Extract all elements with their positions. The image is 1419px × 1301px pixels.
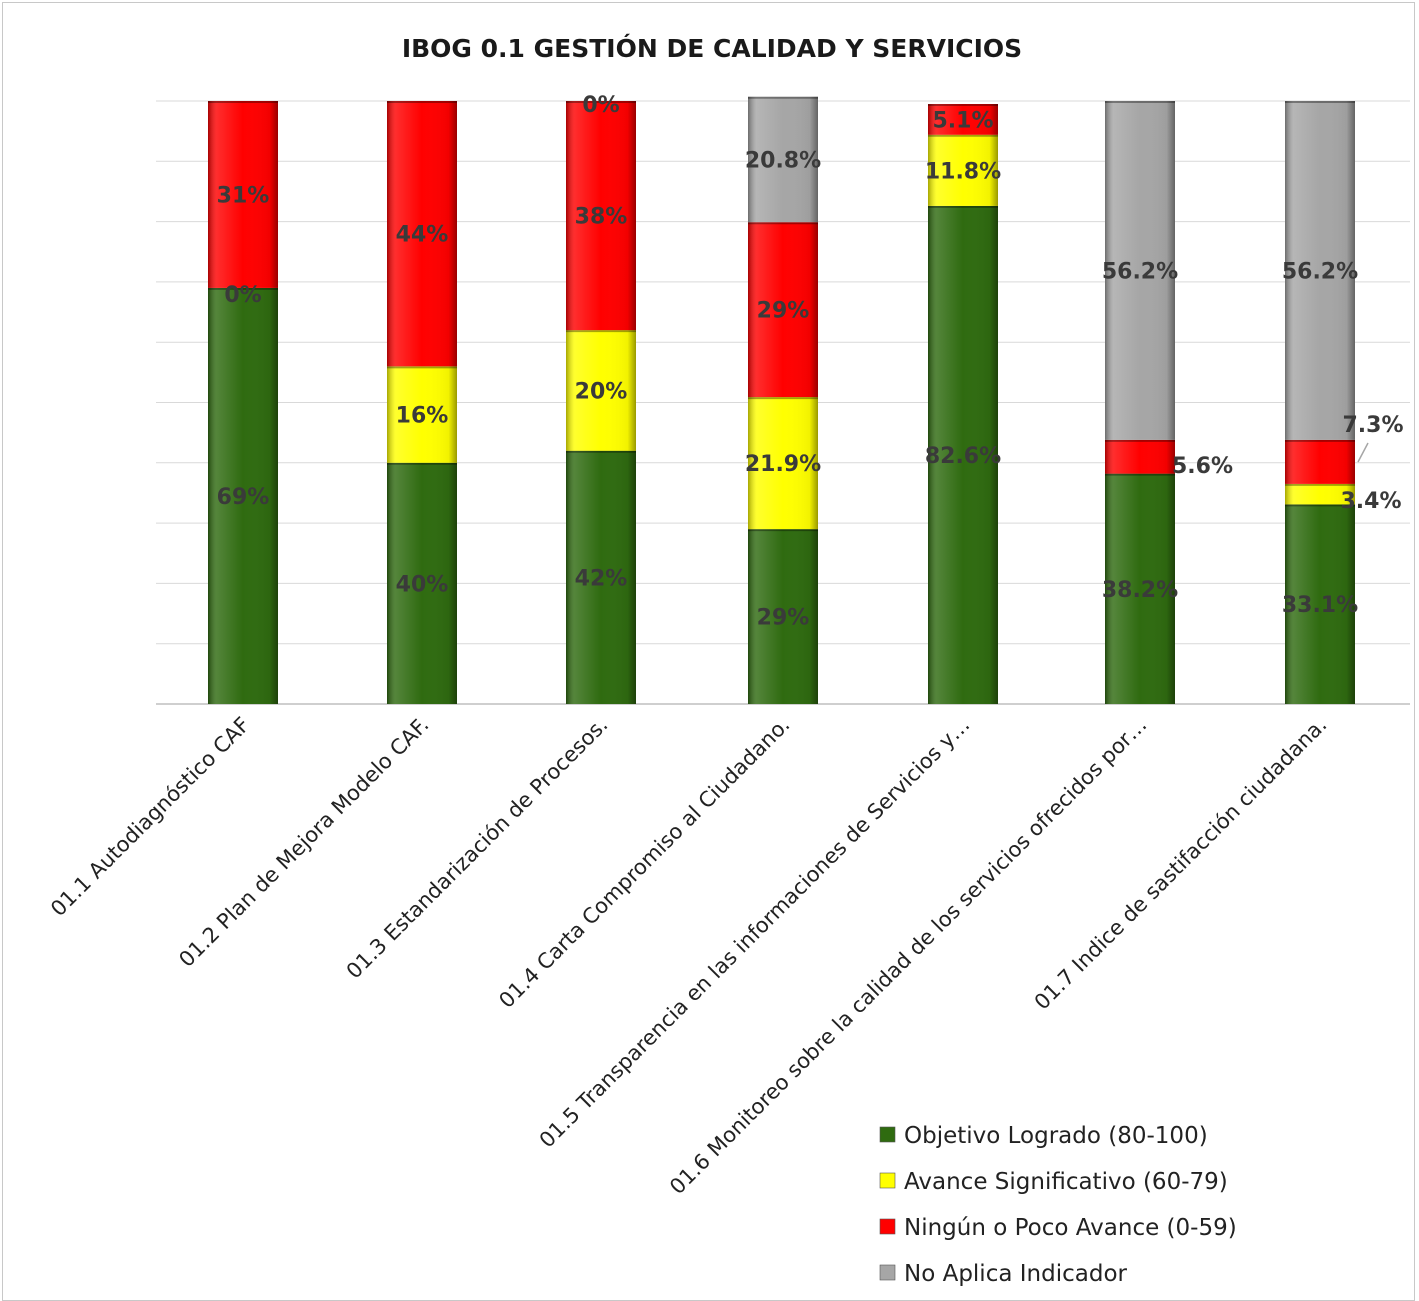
data-label: 69% (217, 485, 270, 510)
data-label: 3.4% (1340, 489, 1401, 514)
legend: Objetivo Logrado (80-100) Avance Signific… (879, 1123, 1237, 1287)
data-label: 40% (396, 572, 449, 597)
bar-bevel (1105, 439, 1175, 474)
data-label: 42% (575, 566, 628, 591)
category-label: 01.5 Transparencia en las informaciones … (535, 713, 975, 1153)
legend-label: Ningún o Poco Avance (0-59) (904, 1215, 1237, 1241)
bar-bevel (928, 205, 998, 704)
category-label: 01.4 Carta Compromiso al Ciudadano. (494, 713, 794, 1013)
data-label: 31% (217, 183, 270, 208)
bar-bevel (387, 462, 457, 704)
bar-bevel (387, 366, 457, 463)
bar-bevel (748, 222, 818, 398)
legend-label: No Aplica Indicador (904, 1261, 1128, 1287)
bar-bevel (208, 101, 278, 288)
data-labels: 69% 0% 31% 40% 16% 44% 42% 20% 38% 29% 21.9% 29% 20.… (217, 93, 1404, 631)
data-label: 0% (224, 283, 261, 308)
bar-bevel (1285, 101, 1355, 440)
data-label: 29% (757, 606, 810, 631)
data-label: 44% (396, 223, 449, 248)
data-label: 5.6% (1172, 454, 1233, 479)
data-label: 56.2% (1282, 259, 1358, 284)
data-label: 56.2% (1102, 259, 1178, 284)
leader-line (1357, 442, 1369, 463)
data-label: 38% (575, 205, 628, 230)
legend-swatch (879, 1126, 896, 1143)
bar-bevel (208, 287, 278, 704)
bar-bevel (748, 529, 818, 704)
bar-bevel (566, 450, 636, 704)
bar-bevel (928, 134, 998, 206)
bar-bevel (566, 330, 636, 451)
data-label: 20.8% (745, 148, 821, 173)
bar-bevel (928, 104, 998, 135)
data-label: 21.9% (745, 452, 821, 477)
data-label: 11.8% (925, 159, 1001, 184)
legend-swatch (879, 1218, 896, 1235)
category-label: 01.7 Indice de sastifacción ciudadana. (1030, 713, 1332, 1015)
bar-bevel (1105, 473, 1175, 704)
bar-bevel (387, 101, 457, 367)
data-label: 29% (757, 299, 810, 324)
bars (208, 96, 1355, 704)
data-label: 20% (575, 379, 628, 404)
legend-swatch (879, 1264, 896, 1281)
legend-label: Objetivo Logrado (80-100) (904, 1123, 1208, 1149)
legend-label: Avance Significativo (60-79) (904, 1169, 1228, 1195)
bar-bevel (748, 96, 818, 223)
chart-title: IBOG 0.1 GESTIÓN DE CALIDAD Y SERVICIOS (402, 33, 1022, 63)
legend-swatch (879, 1172, 896, 1189)
data-label: 33.1% (1282, 593, 1358, 618)
bar-bevel (748, 397, 818, 530)
bar-bevel (1285, 483, 1355, 505)
bar-bevel (566, 101, 636, 331)
data-label: 38.2% (1102, 578, 1178, 603)
data-label: 16% (396, 404, 449, 429)
data-label: 7.3% (1342, 413, 1403, 438)
bar-bevel (1285, 504, 1355, 704)
data-label: 0% (582, 93, 619, 118)
bar-bevel (1105, 101, 1175, 440)
data-label: 82.6% (925, 444, 1001, 469)
data-label: 5.1% (932, 108, 993, 133)
bar-bevel (1285, 439, 1355, 484)
category-label: 01.1 Autodiagnóstico CAF (46, 713, 255, 922)
